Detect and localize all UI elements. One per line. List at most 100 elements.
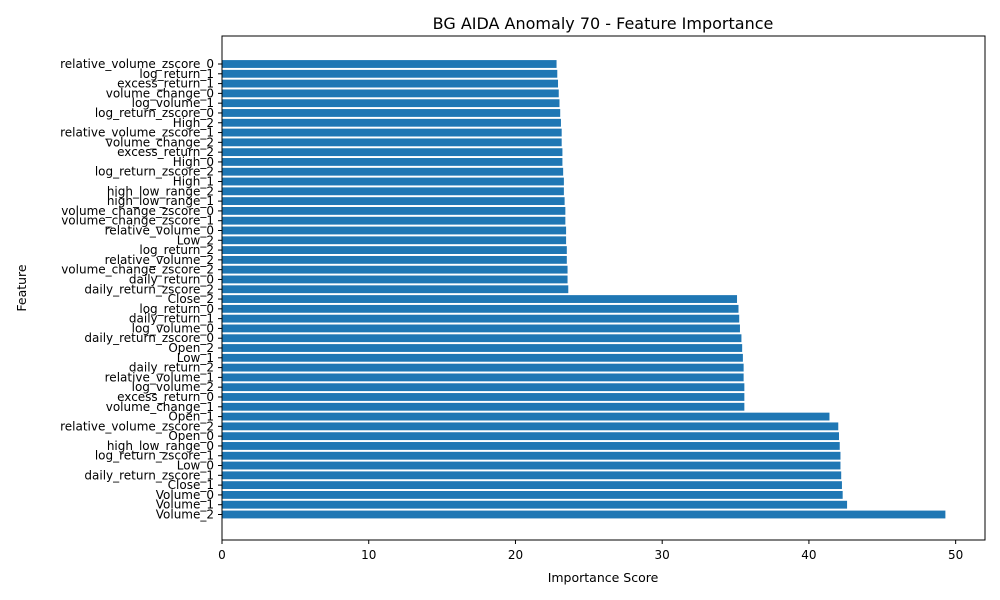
bar-Close_1 (222, 481, 842, 490)
x-tick-label: 0 (218, 548, 226, 562)
bar-volume_change_1 (222, 402, 745, 411)
x-tick-label: 40 (801, 548, 816, 562)
bar-relative_volume_zscore_0 (222, 60, 557, 68)
bar-log_return_zscore_1 (222, 451, 841, 460)
bar-volume_change_zscore_2 (222, 265, 568, 274)
y-tick-label: relative_volume_zscore_0 (60, 57, 214, 71)
bar-excess_return_0 (222, 393, 745, 401)
y-tick-label: high_low_range_2 (107, 184, 214, 198)
bar-High_2 (222, 118, 561, 127)
bar-volume_change_0 (222, 89, 559, 98)
y-tick-label: Low_0 (177, 459, 214, 473)
y-tick-label: excess_return_0 (117, 390, 214, 404)
bar-log_return_1 (222, 69, 558, 78)
y-tick-label: High_0 (173, 155, 214, 169)
y-tick-label: volume_change_zscore_2 (61, 263, 214, 277)
y-axis-ticks: Volume_2Volume_1Volume_0Close_1daily_ret… (60, 57, 222, 522)
bar-log_return_zscore_0 (222, 109, 561, 117)
y-tick-label: Volume_2 (156, 508, 214, 522)
y-tick-label: excess_return_2 (117, 145, 214, 159)
bar-relative_volume_1 (222, 373, 744, 382)
y-tick-label: Close_1 (168, 478, 214, 492)
bar-daily_return_0 (222, 275, 568, 284)
y-tick-label: high_low_range_1 (107, 194, 214, 208)
bar-volume_change_zscore_0 (222, 206, 566, 215)
y-axis-label: Feature (14, 264, 29, 312)
y-tick-label: Volume_1 (156, 498, 214, 512)
y-tick-label: log_return_2 (139, 243, 214, 257)
bar-volume_change_2 (222, 138, 562, 147)
bar-High_0 (222, 158, 563, 166)
bar-Volume_2 (222, 510, 946, 519)
bar-log_return_zscore_2 (222, 167, 564, 176)
bar-log_return_2 (222, 246, 567, 254)
y-tick-label: daily_return_1 (129, 312, 214, 326)
x-tick-label: 50 (948, 548, 963, 562)
chart-title: BG AIDA Anomaly 70 - Feature Importance (433, 14, 774, 33)
y-tick-label: Low_2 (177, 233, 214, 247)
bar-log_volume_2 (222, 383, 745, 392)
y-tick-label: volume_change_2 (106, 135, 214, 149)
y-tick-label: relative_volume_zscore_2 (60, 419, 214, 433)
bar-Volume_0 (222, 490, 843, 499)
bar-high_low_range_2 (222, 187, 564, 196)
bar-relative_volume_zscore_2 (222, 422, 839, 431)
y-tick-label: log_return_1 (139, 67, 214, 81)
y-tick-label: log_volume_1 (132, 96, 214, 110)
y-tick-label: volume_change_0 (106, 86, 214, 100)
bar-excess_return_1 (222, 79, 559, 88)
bar-log_volume_1 (222, 99, 560, 108)
y-tick-label: log_return_zscore_1 (95, 449, 214, 463)
bar-high_low_range_0 (222, 442, 840, 450)
y-tick-label: relative_volume_zscore_1 (60, 126, 214, 140)
y-tick-label: Open_2 (168, 341, 214, 355)
bar-Low_0 (222, 461, 841, 470)
bar-daily_return_1 (222, 314, 740, 323)
y-tick-label: high_low_range_0 (107, 439, 214, 453)
bar-daily_return_zscore_0 (222, 334, 742, 343)
y-tick-label: Open_1 (168, 410, 214, 424)
y-tick-label: log_return_zscore_0 (95, 106, 214, 120)
bar-Low_2 (222, 236, 567, 245)
bar-daily_return_2 (222, 363, 744, 372)
bar-Open_2 (222, 344, 743, 352)
y-tick-label: log_return_0 (139, 302, 214, 316)
y-tick-label: relative_volume_1 (105, 370, 214, 384)
bar-Volume_1 (222, 500, 848, 509)
plot-frame (221, 35, 986, 541)
y-tick-label: daily_return_2 (129, 361, 214, 375)
y-tick-label: volume_change_1 (106, 400, 214, 414)
y-tick-label: volume_change_zscore_1 (61, 214, 214, 228)
y-tick-label: High_1 (173, 175, 214, 189)
bar-relative_volume_2 (222, 255, 567, 264)
y-tick-label: daily_return_zscore_2 (84, 282, 214, 296)
y-tick-label: daily_return_zscore_0 (84, 331, 214, 345)
x-axis-label: Importance Score (548, 570, 659, 585)
bar-relative_volume_0 (222, 226, 567, 235)
y-tick-label: Low_1 (177, 351, 214, 365)
bar-Close_2 (222, 295, 738, 303)
bar-excess_return_2 (222, 148, 563, 157)
bar-daily_return_zscore_1 (222, 471, 842, 480)
x-axis-ticks: 0 10 20 30 40 50 (218, 540, 963, 562)
bar-log_return_0 (222, 304, 739, 313)
y-tick-label: relative_volume_0 (105, 223, 214, 237)
x-tick-label: 20 (508, 548, 523, 562)
y-tick-label: Open_0 (168, 429, 214, 443)
bar-log_volume_0 (222, 324, 740, 333)
y-tick-label: log_volume_2 (132, 380, 214, 394)
bar-Open_1 (222, 412, 830, 421)
bar-High_1 (222, 177, 564, 186)
bar-Open_0 (222, 432, 840, 441)
y-tick-label: Close_2 (168, 292, 214, 306)
y-tick-label: log_return_zscore_2 (95, 165, 214, 179)
y-tick-label: volume_change_zscore_0 (61, 204, 214, 218)
bar-volume_change_zscore_1 (222, 216, 566, 225)
y-tick-label: excess_return_1 (117, 77, 214, 91)
y-tick-label: log_volume_0 (132, 321, 214, 335)
x-tick-label: 30 (655, 548, 670, 562)
bar-high_low_range_1 (222, 197, 565, 206)
bar-daily_return_zscore_2 (222, 285, 569, 294)
